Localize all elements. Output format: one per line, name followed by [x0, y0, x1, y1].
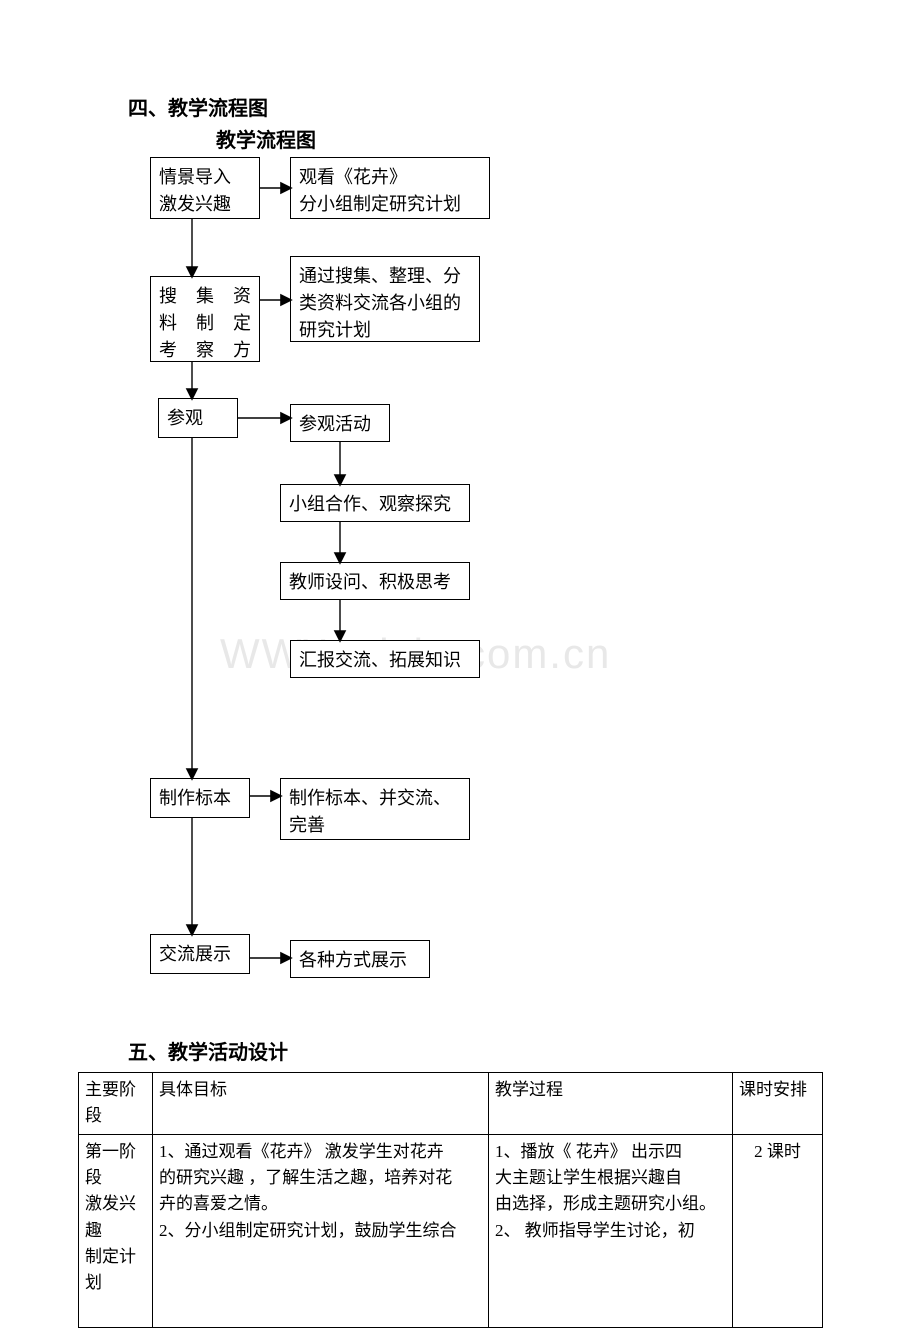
col-process-header: 教学过程	[489, 1073, 733, 1135]
cell-goals: 1、通过观看《花卉》 激发学生对花卉 的研究兴趣 ，了解生活之趣，培养对花 卉的…	[153, 1134, 489, 1327]
section-5-heading: 五、教学活动设计	[128, 1036, 288, 1065]
table-row: 第一阶段 激发兴趣 制定计划 1、通过观看《花卉》 激发学生对花卉 的研究兴趣 …	[79, 1134, 823, 1327]
flow-node-visit: 参观	[158, 398, 238, 438]
col-goals-header: 具体目标	[153, 1073, 489, 1135]
flow-side-report: 汇报交流、拓展知识	[290, 640, 480, 678]
flowchart-title: 教学流程图	[216, 124, 316, 153]
flow-node-collect: 搜 集 资 料 制 定 考 察 方	[150, 276, 260, 362]
col-hours-header: 课时安排	[733, 1073, 823, 1135]
flow-side-teacher-q: 教师设问、积极思考	[280, 562, 470, 600]
col-stage-header: 主要阶段	[79, 1073, 153, 1135]
flow-side-group-coop: 小组合作、观察探究	[280, 484, 470, 522]
table-header-row: 主要阶段 具体目标 教学过程 课时安排	[79, 1073, 823, 1135]
cell-process: 1、播放《 花卉》 出示四 大主题让学生根据兴趣自 由选择，形成主题研究小组。 …	[489, 1134, 733, 1327]
flow-side-display: 各种方式展示	[290, 940, 430, 978]
section-4-heading: 四、教学流程图	[128, 92, 268, 121]
flow-node-exchange: 交流展示	[150, 934, 250, 974]
activity-design-table: 主要阶段 具体目标 教学过程 课时安排 第一阶段 激发兴趣 制定计划 1、通过观…	[78, 1072, 823, 1328]
flow-side-watch: 观看《花卉》分小组制定研究计划	[290, 157, 490, 219]
flow-node-intro: 情景导入激发兴趣	[150, 157, 260, 219]
cell-stage: 第一阶段 激发兴趣 制定计划	[79, 1134, 153, 1327]
flow-side-search: 通过搜集、整理、分类资料交流各小组的研究计划	[290, 256, 480, 342]
cell-hours: 2 课时	[733, 1134, 823, 1327]
flow-node-specimen: 制作标本	[150, 778, 250, 818]
flow-side-make-specimen: 制作标本、并交流、完善	[280, 778, 470, 840]
flow-side-visit-activity: 参观活动	[290, 404, 390, 442]
